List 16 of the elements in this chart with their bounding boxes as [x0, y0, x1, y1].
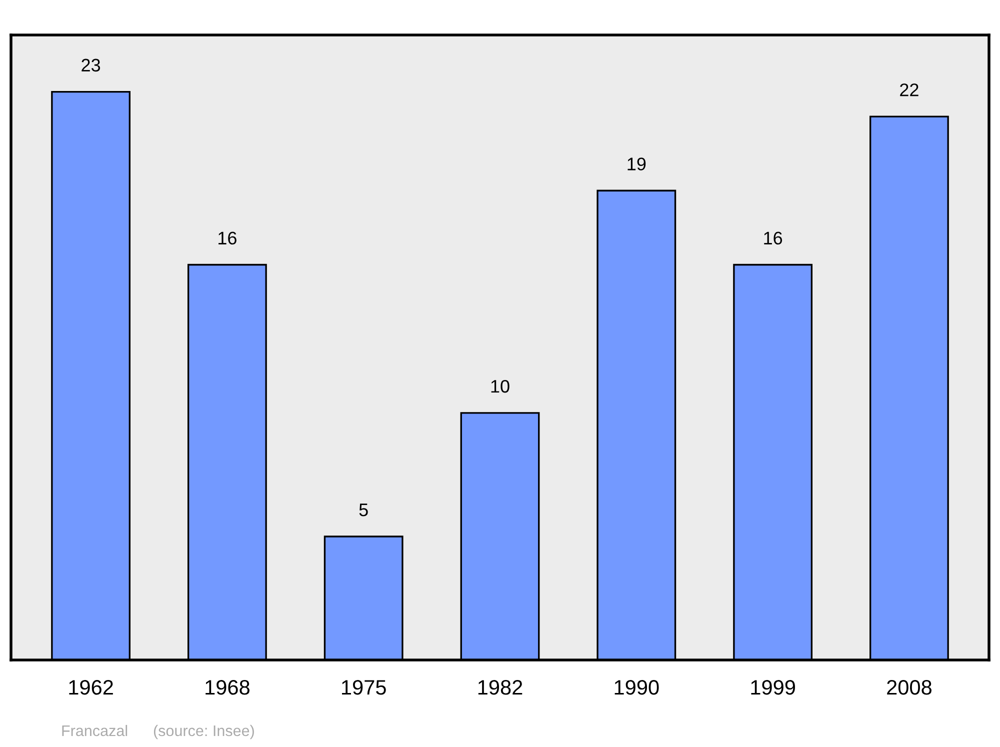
data-label: 10 [491, 380, 510, 393]
x-tick-label: 1990 [614, 680, 659, 695]
data-label: 23 [82, 58, 100, 72]
x-tick-label: 1975 [342, 680, 386, 695]
data-label: 16 [764, 232, 782, 245]
text: (source: Insee) [154, 724, 254, 740]
text: Francazal [62, 724, 128, 736]
x-tick-label: 1982 [478, 680, 522, 695]
data-label: 5 [359, 504, 368, 516]
data-label: 22 [900, 84, 918, 96]
data-label: 16 [218, 232, 236, 245]
x-tick-label: 1962 [69, 680, 113, 695]
x-tick-label: 1999 [751, 680, 795, 695]
data-label: 19 [628, 158, 646, 170]
x-tick-label: 2008 [887, 680, 932, 695]
x-tick-label: 1968 [206, 680, 250, 695]
